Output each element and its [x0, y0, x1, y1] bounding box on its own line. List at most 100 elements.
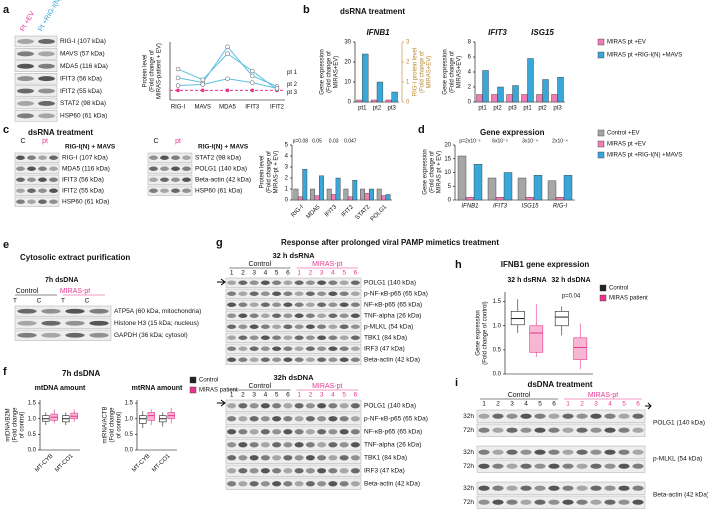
panel-title: Response after prolonged viral PAMP mime…	[281, 238, 499, 247]
bar	[385, 194, 391, 201]
blot-band	[38, 88, 55, 94]
fraction-label: T	[61, 298, 65, 305]
band-label: ATP5A (60 kDa, mitochondria)	[114, 308, 201, 315]
panel-title: Cytosolic extract purification	[20, 253, 130, 262]
blot-band	[260, 302, 270, 307]
p-value: 6x10⁻⁵	[492, 138, 508, 144]
blot-band	[534, 427, 546, 433]
bar	[360, 188, 365, 201]
blot-band	[227, 346, 237, 351]
legend-swatch	[599, 284, 607, 292]
point	[200, 82, 205, 87]
blot-band	[632, 413, 644, 419]
blot-band	[534, 485, 546, 491]
legend-swatch	[597, 151, 605, 159]
blot-band	[249, 335, 259, 340]
band-label: TNF-alpha (26 kDa)	[364, 441, 421, 448]
blot-band	[249, 416, 259, 422]
x-tick-label: RIG-I	[171, 105, 186, 111]
blot-band	[305, 313, 315, 318]
blot-band	[294, 357, 304, 362]
blot-band	[260, 442, 270, 448]
blot-band	[478, 449, 490, 455]
x-tick-label: pt1	[478, 106, 487, 112]
blot-band	[328, 403, 338, 409]
tick-label: 8	[468, 40, 472, 46]
treatment-label: 32h dsDNA	[273, 373, 314, 382]
tick-label: 0.0	[493, 372, 502, 378]
band-label: p-MLKL (54 kDa)	[653, 456, 702, 463]
blot-band	[520, 463, 532, 469]
blot-band	[41, 332, 61, 338]
category-label: 32 h dsRNA	[507, 277, 546, 284]
blot-band	[272, 468, 282, 474]
blot-band	[16, 188, 25, 193]
blot-band	[238, 357, 248, 362]
blot-band	[38, 166, 47, 171]
tick-label: 1.5	[28, 401, 37, 407]
blot-band	[492, 413, 504, 419]
point	[200, 77, 205, 82]
x-tick-label: MAVS	[194, 105, 211, 111]
lane-label: pt	[42, 138, 48, 145]
group-label: MIRAS-pt	[60, 288, 90, 295]
bar	[343, 188, 349, 201]
lane-number: 1	[230, 392, 234, 399]
band-label: NF-κB-p65 (65 kDa)	[364, 301, 422, 308]
x-tick-label: MT-CO1	[54, 453, 75, 474]
box	[573, 337, 588, 360]
blot-band	[618, 499, 630, 505]
panel-letter: e	[3, 239, 9, 251]
tick-label: 10	[344, 80, 351, 86]
band-label: IFIT2 (55 kDa)	[60, 88, 102, 95]
x-tick-label: MDA5	[305, 204, 321, 220]
blot-band	[17, 113, 34, 119]
blot-band	[260, 416, 270, 422]
blot-band	[520, 499, 532, 505]
blot-band	[350, 324, 360, 329]
blot-band	[339, 324, 349, 329]
reference-point	[250, 88, 255, 93]
band-label: MAVS (57 kDa)	[60, 51, 105, 58]
blot-band	[590, 463, 602, 469]
y-axis-label: (Fold change of	[450, 51, 456, 93]
blot-band	[283, 442, 293, 448]
x-tick-label: MDA5	[219, 105, 236, 111]
blot-strip	[14, 317, 112, 329]
bar	[525, 197, 535, 201]
blot-band	[520, 449, 532, 455]
x-tick-label: MT-CYB	[131, 453, 151, 473]
blot-band	[339, 429, 349, 435]
band-label: MDA5 (116 kDa)	[62, 165, 110, 172]
blot-band	[272, 403, 282, 409]
blot-band	[618, 413, 630, 419]
blot-band	[260, 481, 270, 487]
tick-label: 2	[468, 85, 472, 91]
bar	[347, 196, 353, 201]
blot-band	[38, 38, 55, 44]
x-tick-label: ISG15	[521, 204, 539, 210]
p-value: p=0.08	[293, 138, 309, 144]
tick-label: 1	[406, 80, 410, 86]
bar	[457, 155, 467, 201]
band-label: POLG1 (140 kDa)	[195, 165, 247, 172]
blot-band	[38, 113, 55, 119]
blot-band	[506, 499, 518, 505]
blot-band	[38, 199, 47, 204]
band-label: Beta-actin (42 kDa)	[653, 492, 708, 499]
band-label: RIG-I (107 kDa)	[60, 38, 106, 45]
blot-strip	[14, 72, 58, 85]
blot-band	[305, 416, 315, 422]
panel-title: dsRNA treatment	[340, 7, 405, 16]
blot-band	[171, 155, 180, 160]
lane-number: 4	[264, 270, 268, 277]
chart-title: IFIT3	[488, 28, 507, 37]
tick-label: 2	[406, 60, 410, 66]
tick-label: 6	[468, 55, 472, 61]
box	[529, 325, 544, 353]
blot-strip	[14, 196, 60, 207]
p-value: 0.03	[329, 138, 339, 144]
blot-band	[238, 455, 248, 461]
panel-letter: i	[455, 377, 458, 389]
